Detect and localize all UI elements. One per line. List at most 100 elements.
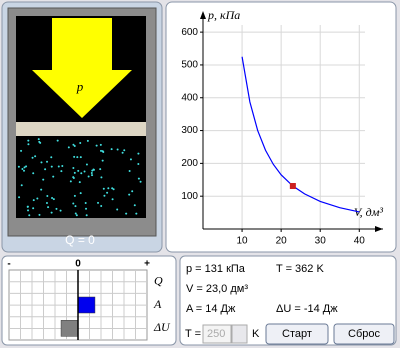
molecule <box>73 194 76 197</box>
molecule <box>46 194 49 197</box>
molecule <box>61 164 64 167</box>
state-marker <box>289 183 296 190</box>
molecule <box>42 178 45 181</box>
gas <box>17 138 142 217</box>
molecule <box>38 213 41 216</box>
molecule <box>133 204 136 207</box>
force-arrow <box>32 18 132 118</box>
molecule <box>23 169 26 172</box>
molecule <box>28 214 31 217</box>
molecule <box>123 149 126 152</box>
molecule <box>67 146 70 149</box>
molecule <box>103 194 106 197</box>
x-tick-label: - <box>7 259 10 270</box>
y-tick-label: 600 <box>181 27 198 38</box>
start-button[interactable] <box>265 323 329 345</box>
molecule <box>116 208 119 211</box>
molecule <box>128 193 131 196</box>
y-tick-label: 300 <box>181 125 198 136</box>
y-tick-label: 400 <box>181 92 198 103</box>
molecule <box>102 187 105 190</box>
molecule <box>73 171 76 174</box>
molecule <box>83 170 86 173</box>
molecule <box>56 139 59 142</box>
y-tick-label: 100 <box>181 191 198 202</box>
molecule <box>72 167 75 170</box>
molecule <box>20 149 23 152</box>
molecule <box>20 184 23 187</box>
molecule <box>18 196 21 199</box>
molecule <box>25 165 28 168</box>
molecule <box>90 171 93 174</box>
molecule <box>92 168 95 171</box>
category-label: Q <box>154 273 163 287</box>
molecule <box>97 201 100 204</box>
molecule <box>79 192 82 195</box>
molecule <box>75 214 78 217</box>
molecule <box>57 165 60 168</box>
x-tick-label: 10 <box>237 236 249 247</box>
molecule <box>91 174 94 177</box>
molecule <box>36 197 39 200</box>
x-tick-label: 40 <box>354 236 366 247</box>
readout-panel <box>179 255 397 346</box>
molecule <box>78 181 81 184</box>
molecule <box>84 201 87 204</box>
molecule <box>37 138 40 141</box>
y-axis-label: p, кПа <box>207 8 240 22</box>
molecule <box>34 155 37 158</box>
molecule <box>72 176 75 179</box>
y-tick-label: 500 <box>181 60 198 71</box>
reset-label: Сброс <box>348 328 380 340</box>
molecule <box>112 188 115 191</box>
molecule <box>38 140 41 143</box>
molecule <box>85 163 88 166</box>
molecule <box>121 151 124 154</box>
molecule <box>74 205 77 208</box>
y-tick-label: 200 <box>181 158 198 169</box>
temp-value: 250 <box>207 328 225 340</box>
molecule <box>40 161 43 164</box>
molecule <box>79 156 82 159</box>
molecule <box>116 148 119 151</box>
molecule <box>85 207 88 210</box>
molecule <box>79 142 82 145</box>
molecule <box>50 156 53 159</box>
temp-label: T = <box>185 328 201 340</box>
molecule <box>40 188 43 191</box>
molecule <box>137 177 140 180</box>
molecule <box>32 207 35 210</box>
molecule <box>101 159 104 162</box>
molecule <box>27 143 30 146</box>
molecule <box>125 212 128 215</box>
molecule <box>137 163 140 166</box>
molecule <box>111 198 114 201</box>
molecule <box>32 199 35 202</box>
heat-label: Q = 0 <box>65 233 95 247</box>
molecule <box>110 148 113 151</box>
force-label: p <box>76 79 84 94</box>
molecule <box>95 144 98 147</box>
molecule <box>73 155 76 158</box>
temp-input[interactable] <box>202 324 232 344</box>
molecule <box>72 202 75 205</box>
molecule <box>60 170 63 173</box>
molecule <box>131 190 134 193</box>
molecule <box>74 212 77 215</box>
molecule <box>27 139 30 142</box>
energy-bar <box>77 296 96 314</box>
temp-spinner[interactable] <box>231 324 248 344</box>
x-tick-label: 0 <box>75 259 81 270</box>
molecule <box>52 198 55 201</box>
energy-bar <box>60 320 79 337</box>
x-tick-label: 20 <box>276 236 288 247</box>
pv-curve <box>241 56 360 213</box>
start-label: Старт <box>282 328 312 340</box>
molecule <box>128 170 131 173</box>
molecule <box>86 139 89 142</box>
work: A = 14 Дж <box>186 303 236 315</box>
molecule <box>52 175 55 178</box>
x-arrow <box>375 226 383 232</box>
reset-button[interactable] <box>333 323 395 345</box>
